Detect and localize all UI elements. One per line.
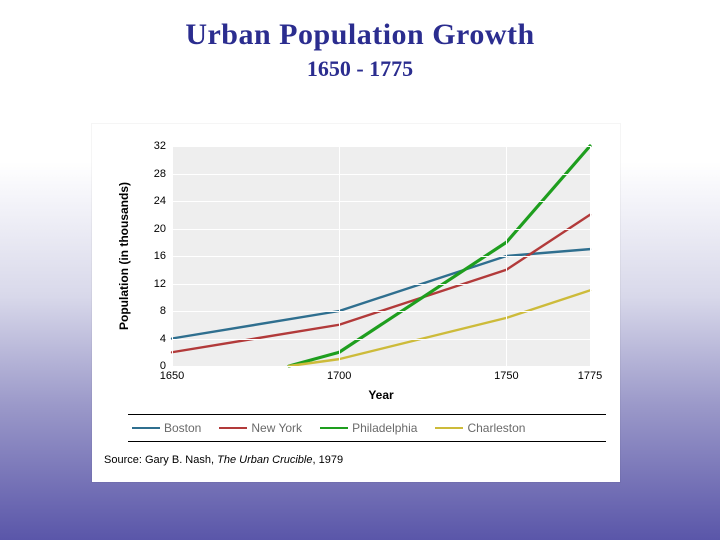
y-tick-label: 28 (154, 168, 172, 180)
legend-swatch (435, 427, 463, 429)
legend: Boston New York Philadelphia Charleston (128, 414, 606, 442)
legend-label: Boston (164, 421, 201, 435)
gridline-v (506, 146, 507, 366)
gridline-h (172, 284, 590, 285)
x-axis-title: Year (368, 388, 393, 402)
x-tick-label: 1650 (160, 366, 184, 382)
source-line: Source: Gary B. Nash, The Urban Crucible… (104, 454, 343, 466)
gridline-v (172, 146, 173, 366)
y-tick-label: 8 (160, 305, 172, 317)
chart-title: Urban Population Growth (0, 18, 720, 52)
chart-subtitle: 1650 - 1775 (0, 56, 720, 82)
source-book-title: The Urban Crucible (217, 454, 312, 466)
legend-item-philadelphia: Philadelphia (320, 421, 417, 435)
legend-item-charleston: Charleston (435, 421, 525, 435)
legend-swatch (219, 427, 247, 429)
y-tick-label: 20 (154, 223, 172, 235)
legend-item-new-york: New York (219, 421, 302, 435)
gridline-h (172, 146, 590, 147)
source-suffix: , 1979 (312, 454, 343, 466)
y-tick-label: 16 (154, 250, 172, 262)
y-tick-label: 12 (154, 278, 172, 290)
gridline-h (172, 339, 590, 340)
gridline-h (172, 366, 590, 367)
x-tick-label: 1750 (494, 366, 518, 382)
gridline-v (339, 146, 340, 366)
legend-label: Charleston (467, 421, 525, 435)
gridline-h (172, 229, 590, 230)
legend-swatch (132, 427, 160, 429)
x-tick-label: 1775 (578, 366, 602, 382)
gridline-h (172, 311, 590, 312)
chart-card: 0481216202428321650170017501775 Populati… (92, 124, 620, 482)
legend-label: New York (251, 421, 302, 435)
gridline-h (172, 201, 590, 202)
gridline-v (590, 146, 591, 366)
gridline-h (172, 174, 590, 175)
legend-label: Philadelphia (352, 421, 417, 435)
legend-swatch (320, 427, 348, 429)
y-tick-label: 32 (154, 140, 172, 152)
y-axis-title: Population (in thousands) (117, 182, 131, 330)
legend-item-boston: Boston (132, 421, 201, 435)
x-tick-label: 1700 (327, 366, 351, 382)
gridline-h (172, 256, 590, 257)
source-prefix: Source: Gary B. Nash, (104, 454, 217, 466)
plot-area: 0481216202428321650170017501775 (172, 146, 590, 366)
y-tick-label: 4 (160, 333, 172, 345)
y-tick-label: 24 (154, 195, 172, 207)
